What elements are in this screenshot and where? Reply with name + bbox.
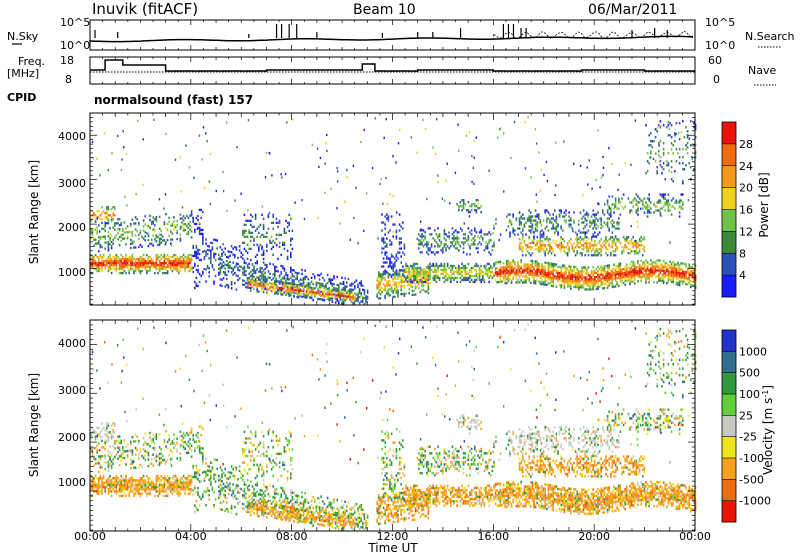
power-colorbar-segment — [722, 209, 736, 232]
power-panel-ticks — [89, 113, 696, 305]
power-colorbar-tick: 20 — [739, 182, 753, 195]
velocity-colorbar-segment — [722, 436, 736, 459]
freq-strip-ticks — [89, 57, 696, 84]
x-tick-label: 20:00 — [578, 530, 610, 543]
velocity-colorbar-segment — [722, 458, 736, 480]
x-tick-label: 16:00 — [477, 530, 509, 543]
velocity-ytick-4000: 4000 — [58, 337, 86, 350]
power-ytick-4000: 4000 — [58, 130, 86, 143]
velocity-colorbar-segment — [722, 500, 736, 523]
nsky-line — [89, 35, 694, 43]
velocity-colorbar-segment — [722, 372, 736, 395]
velocity-colorbar-tick: 25 — [739, 409, 753, 422]
power-colorbar-tick: 24 — [739, 160, 753, 173]
power-colorbar-segment — [722, 231, 736, 254]
nsky-strip-ticks — [89, 20, 696, 50]
power-colorbar-tick: 8 — [739, 247, 746, 260]
velocity-colorbar-tick: 1000 — [739, 345, 767, 358]
power-colorbar-label: Power [dB] — [757, 172, 771, 237]
power-heatmap — [90, 116, 697, 306]
nsky-spikes — [94, 24, 668, 38]
power-ylabel: Slant Range [km] — [27, 160, 41, 264]
cpid-label: CPID — [7, 91, 36, 104]
power-colorbar-segment — [722, 275, 736, 298]
velocity-panel-ticks — [89, 320, 696, 531]
date-title: 06/Mar/2011 — [588, 2, 677, 18]
freq-tick-bottom: 8 — [65, 73, 72, 86]
nsky-tick-bottom: 10^0 — [60, 39, 90, 52]
velocity-colorbar-tick: 100 — [739, 388, 760, 401]
power-colorbar-segment — [722, 253, 736, 276]
power-colorbar-tick: 16 — [739, 204, 753, 217]
power-ytick-3000: 3000 — [58, 177, 86, 190]
power-colorbar-segment — [722, 143, 736, 167]
x-tick-label: 00:00 — [679, 530, 711, 543]
power-colorbar-tick: 12 — [739, 225, 753, 238]
station-title: Inuvik (fitACF) — [92, 0, 198, 18]
velocity-colorbar-segment — [722, 415, 736, 437]
nave-tick-top: 60 — [708, 54, 722, 67]
x-tick-label: 04:00 — [175, 530, 207, 543]
velocity-colorbar: 1000 500 100 25 -25 -100 -500 -1000 — [721, 329, 771, 523]
velocity-colorbar-tick: -100 — [739, 452, 764, 465]
nave-tick-bottom: 0 — [713, 73, 720, 86]
freq-unit-label: [MHz] — [7, 67, 39, 80]
power-colorbar-tick: 4 — [739, 269, 746, 282]
nsearch-label: N.Search — [745, 30, 795, 43]
power-colorbar-tick: 28 — [739, 138, 753, 151]
velocity-colorbar-tick: -1000 — [739, 495, 771, 508]
power-colorbar-segment — [722, 122, 736, 145]
velocity-colorbar-segment — [722, 330, 736, 352]
velocity-colorbar-tick: 500 — [739, 367, 760, 380]
velocity-heatmap — [90, 323, 697, 532]
x-axis: 00:00 04:00 08:00 12:00 16:00 20:00 00:00 — [74, 530, 711, 543]
velocity-ylabel: Slant Range [km] — [27, 373, 41, 477]
nave-label: Nave — [748, 64, 776, 77]
velocity-colorbar-segment — [722, 479, 736, 501]
freq-line — [90, 59, 695, 72]
power-ytick-1000: 1000 — [58, 266, 86, 279]
x-tick-label: 12:00 — [377, 530, 409, 543]
x-tick-label: 00:00 — [74, 530, 106, 543]
velocity-colorbar-label: Velocity [m s-1] — [761, 385, 776, 475]
freq-label: Freq. — [18, 55, 45, 68]
nsky-label: N.Sky — [7, 30, 39, 43]
x-tick-label: 08:00 — [276, 530, 308, 543]
cpid-program: normalsound (fast) 157 — [94, 93, 253, 107]
velocity-colorbar-segment — [722, 351, 736, 373]
velocity-colorbar-segment — [722, 394, 736, 416]
velocity-ytick-2000: 2000 — [58, 431, 86, 444]
velocity-colorbar-tick: -25 — [739, 431, 757, 444]
velocity-ytick-3000: 3000 — [58, 384, 86, 397]
nsearch-tick-bottom: 10^0 — [705, 39, 735, 52]
power-colorbar-segment — [722, 187, 736, 210]
velocity-ytick-1000: 1000 — [58, 476, 86, 489]
power-colorbar: 4 8 12 16 20 24 28 — [721, 121, 753, 298]
x-axis-label: Time UT — [367, 541, 418, 554]
velocity-colorbar-tick: -500 — [739, 473, 764, 486]
power-colorbar-segment — [722, 165, 736, 188]
nsearch-tick-top: 10^5 — [705, 16, 735, 29]
freq-tick-top: 18 — [60, 54, 74, 67]
nsearch-line — [492, 30, 694, 41]
nsky-tick-top: 10^5 — [60, 16, 90, 29]
power-ytick-2000: 2000 — [58, 221, 86, 234]
beam-title: Beam 10 — [353, 2, 416, 18]
